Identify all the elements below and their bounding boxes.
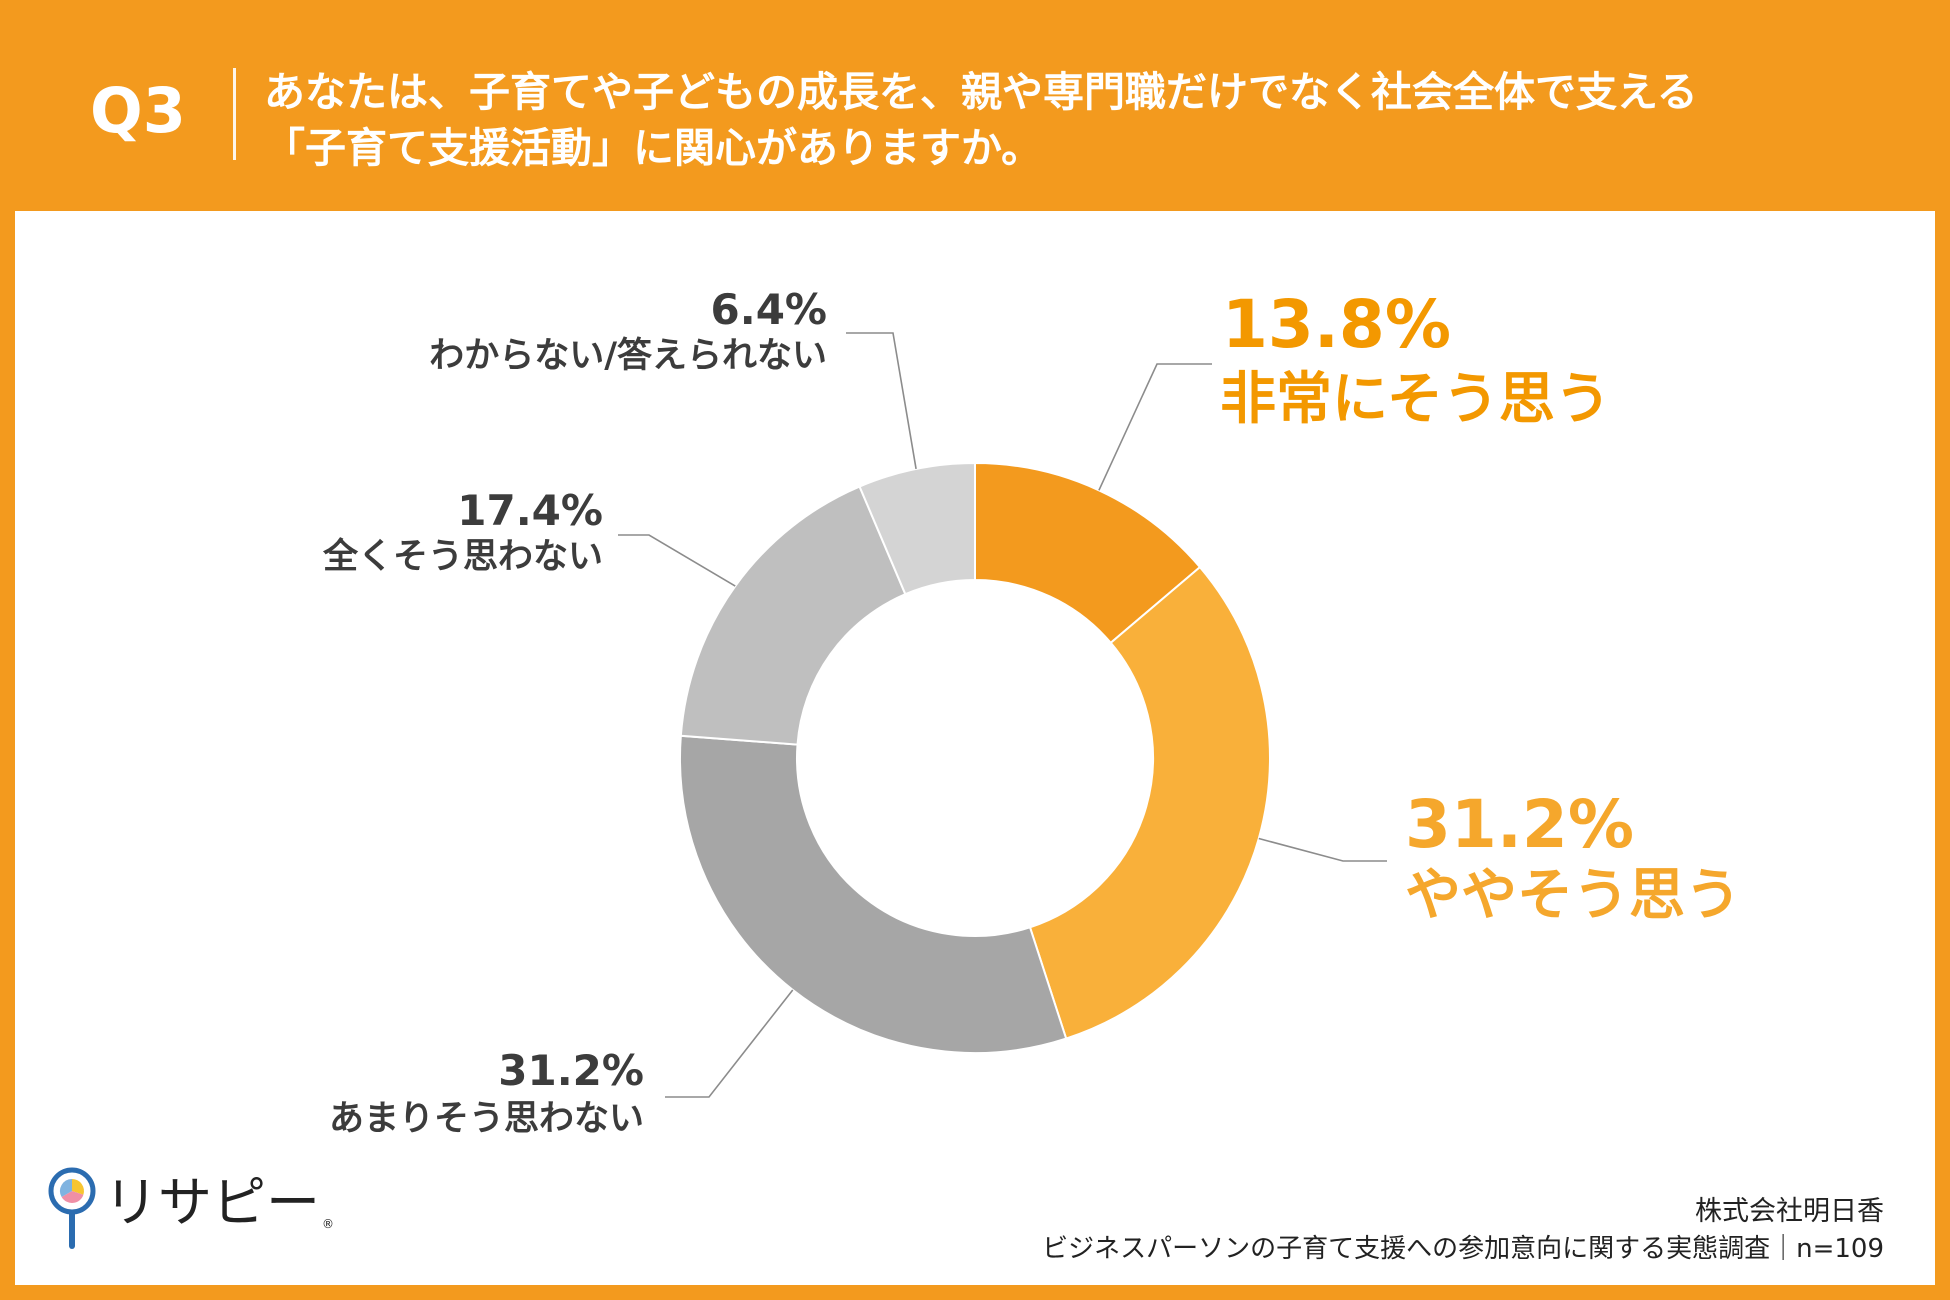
question-number: Q3 — [90, 74, 186, 147]
pin-pie-icon — [48, 1167, 96, 1249]
brand-logo: リサピー ® — [104, 1176, 334, 1231]
value-label-dont-know: 6.4% — [710, 285, 827, 334]
leader-line-strongly-disagree — [618, 534, 736, 587]
donut-slice-somewhat-agree — [1028, 565, 1271, 1040]
footer-company: 株式会社明日香 — [1695, 1196, 1884, 1227]
question-text-line-1: あなたは、子育てや子どもの成長を、親や専門職だけでなく社会全体で支える — [264, 68, 1698, 116]
leader-line-somewhat-disagree — [665, 989, 794, 1098]
category-label-somewhat-agree: ややそう思う — [1405, 863, 1741, 928]
category-label-somewhat-disagree: あまりそう思わない — [328, 1099, 644, 1139]
donut-slice-strongly-disagree — [679, 485, 907, 746]
leader-line-strongly-agree — [1098, 363, 1212, 491]
value-label-somewhat-disagree: 31.2% — [498, 1046, 644, 1095]
registered-mark: ® — [322, 1217, 334, 1231]
value-label-strongly-disagree: 17.4% — [457, 486, 603, 535]
header-divider — [233, 68, 236, 160]
leader-line-somewhat-agree — [1258, 837, 1387, 862]
category-label-strongly-agree: 非常にそう思う — [1220, 367, 1611, 432]
brand-name: リサピー — [104, 1171, 320, 1234]
footer-survey-title: ビジネスパーソンの子育て支援への参加意向に関する実態調査｜n=109 — [1042, 1234, 1884, 1264]
donut-slice-dont-know — [858, 461, 976, 596]
donut-slice-somewhat-disagree — [679, 734, 1068, 1054]
value-label-strongly-agree: 13.8% — [1222, 286, 1451, 363]
value-label-somewhat-agree: 31.2% — [1405, 786, 1634, 863]
category-label-strongly-disagree: 全くそう思わない — [322, 537, 603, 577]
leader-line-dont-know — [846, 332, 917, 470]
chart-panel — [15, 211, 1935, 1285]
category-label-dont-know: わからない/答えられない — [429, 336, 827, 376]
question-text-line-2: 「子育て支援活動」に関心がありますか。 — [264, 124, 1043, 172]
